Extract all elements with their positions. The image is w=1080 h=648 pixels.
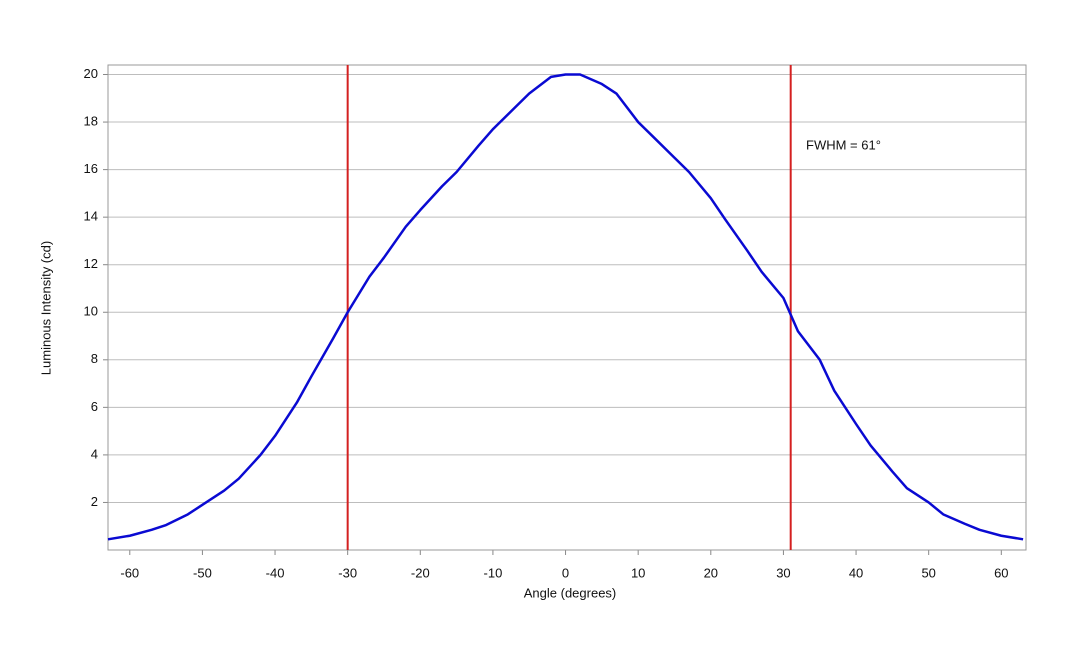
y-tick-label: 14 [84, 209, 98, 224]
plot-border [107, 64, 1027, 551]
x-tick-label: 50 [921, 565, 935, 580]
x-tick-label: -30 [338, 565, 357, 580]
y-axis-label: Luminous Intensity (cd) [38, 241, 53, 375]
x-tick-label: 10 [631, 565, 645, 580]
x-tick-label: -10 [484, 565, 503, 580]
x-axis-label: Angle (degrees) [524, 585, 617, 600]
x-tick-label: -40 [266, 565, 285, 580]
x-tick-label: 0 [562, 565, 569, 580]
y-tick-label: 18 [84, 113, 98, 128]
x-tick-label: -60 [120, 565, 139, 580]
y-tick-label: 16 [84, 161, 98, 176]
x-tick-label: 60 [994, 565, 1008, 580]
annotation: FWHM = 61° [806, 137, 881, 152]
x-tick-label: -20 [411, 565, 430, 580]
y-tick-label: 4 [91, 446, 98, 461]
data-line [107, 73, 1024, 541]
y-tick-label: 8 [91, 351, 98, 366]
x-tick-label: -50 [193, 565, 212, 580]
x-tick-label: 40 [849, 565, 863, 580]
y-tick-label: 20 [84, 66, 98, 81]
y-tick-label: 10 [84, 304, 98, 319]
x-tick-label: 30 [776, 565, 790, 580]
x-tick-label: 20 [704, 565, 718, 580]
y-tick-label: 6 [91, 399, 98, 414]
y-tick-label: 2 [91, 494, 98, 509]
y-tick-label: 12 [84, 256, 98, 271]
